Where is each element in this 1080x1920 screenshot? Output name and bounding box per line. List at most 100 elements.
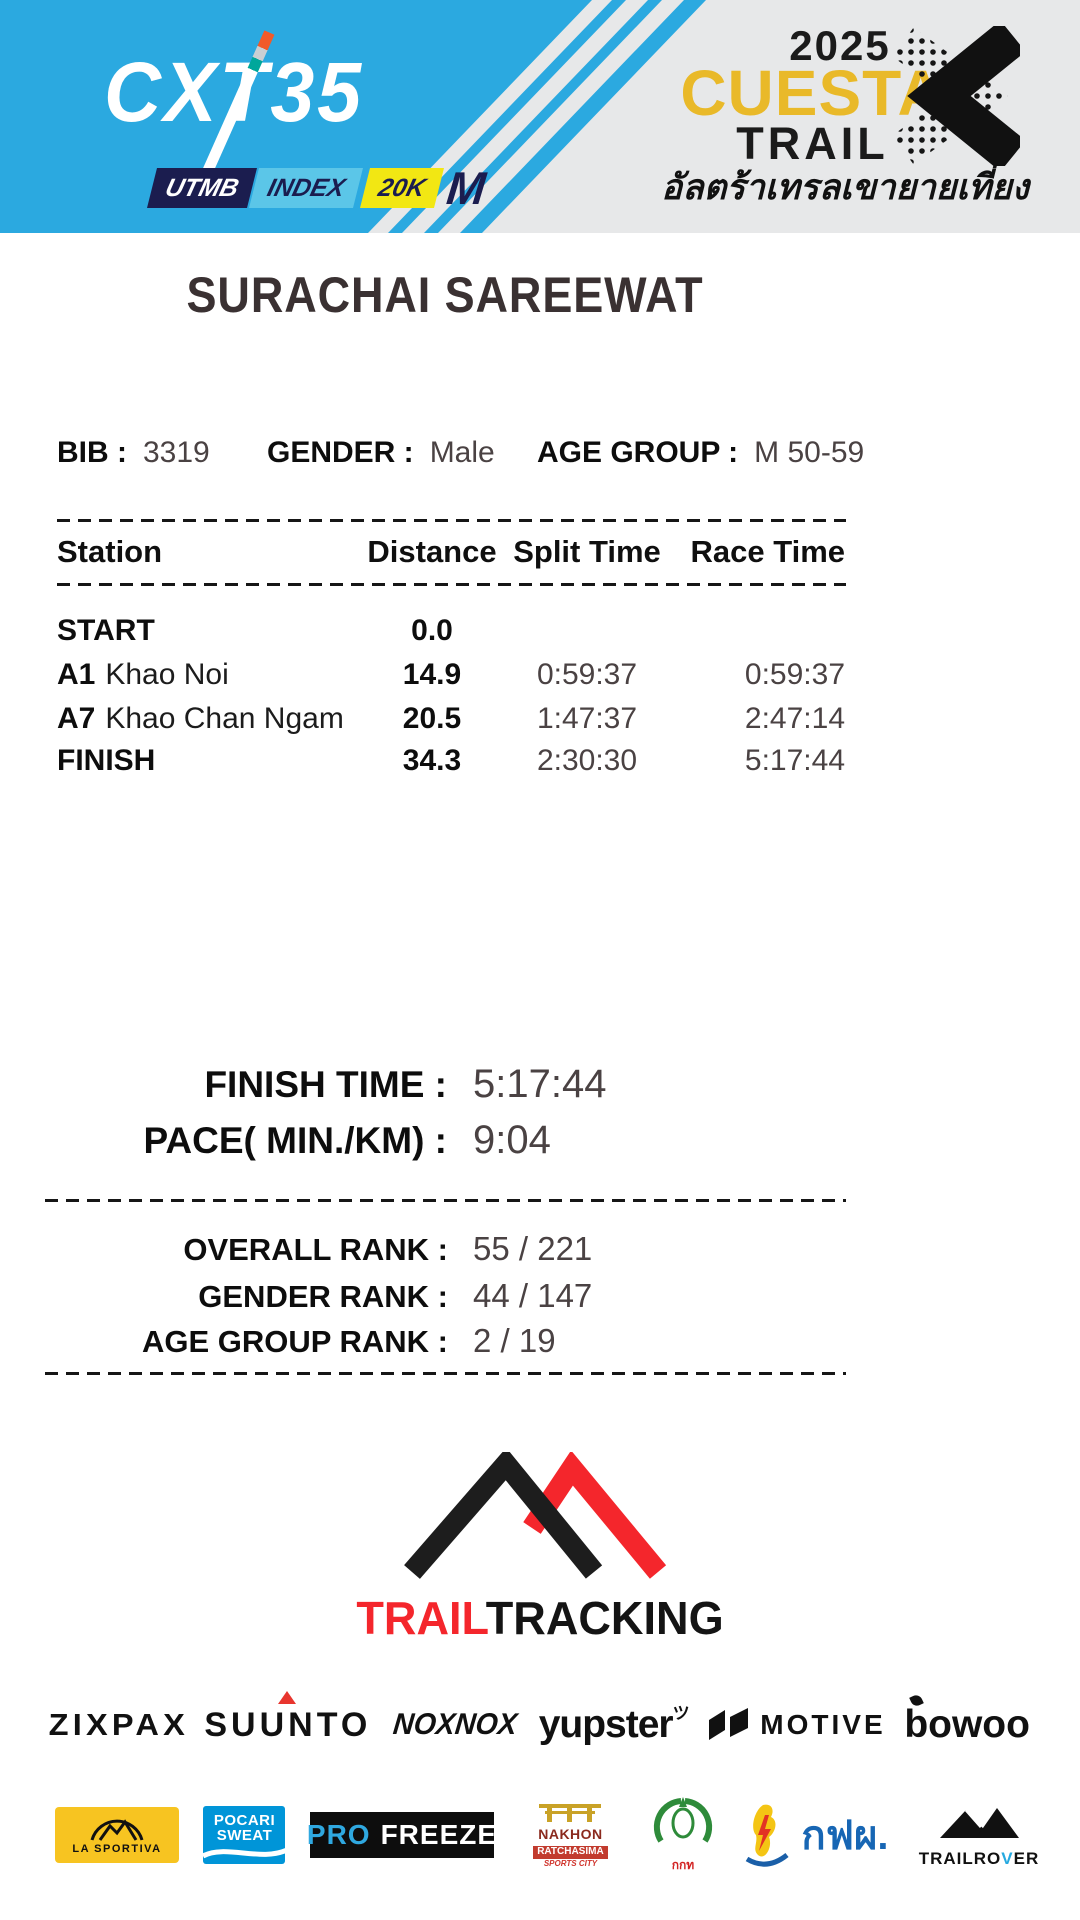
station-name: Khao Chan Ngam [105,702,344,735]
bib-label: BIB : [57,436,127,469]
distance-value: 0.0 [411,614,453,647]
la-sportiva-mountain-icon [90,1818,144,1841]
tracking-wordmark: TRACKING [485,1592,724,1644]
sponsor-yupster: yupsterツ [538,1703,690,1747]
column-race-time: Race Time [690,534,845,569]
event-name-thai: อัลตร้าเทรลเขายายเที่ยง [661,168,1029,207]
gender-rank-value: 44 / 147 [473,1277,593,1314]
gender-rank-row: GENDER RANK : 44 / 147 [45,1277,846,1315]
gender-field: GENDER : Male [267,436,495,470]
utmb-index-badge: UTMB INDEX 20K M [147,162,488,214]
cxt35-logo: CXT35 [104,44,364,141]
cuesta-x-icon [892,26,1020,166]
utmb-chip: UTMB [147,168,258,208]
table-row: A7 Khao Chan Ngam 20.5 1:47:37 2:47:14 [57,702,845,736]
event-year: 2025 [789,22,891,69]
overall-rank-value: 55 / 221 [473,1230,593,1267]
distance-value: 20.5 [402,702,462,735]
runner-name: SURACHAI SAREEWAT [186,267,704,323]
trailtracking-wordmark: TRAILTRACKING [11,1591,1069,1645]
event-name-cuesta: CUESTA [680,57,945,129]
motive-wordmark: MOTIVE [760,1709,886,1740]
overall-rank-row: OVERALL RANK : 55 / 221 [45,1230,846,1268]
finish-time-value: 5:17:44 [473,1062,607,1106]
station-code: FINISH [57,744,156,777]
pocari-line1: POCARI [213,1812,276,1829]
index-chip: INDEX [249,168,364,208]
pro-wordmark: PRO [306,1819,371,1850]
sat-thai-text: กกท [671,1858,695,1872]
sponsor-sat-emblem: กกท [647,1795,719,1875]
yupster-smiley-icon: ツ [672,1704,690,1723]
finish-time-label: FINISH TIME : [204,1064,447,1105]
yupster-wordmark: yupster [538,1703,674,1746]
gender-rank-label: GENDER RANK : [198,1279,448,1314]
pace-value: 9:04 [473,1118,551,1162]
sponsor-bowoo: bowoo [904,1693,1030,1747]
overall-rank-label: OVERALL RANK : [183,1232,448,1267]
trailrover-v-icon: V [1001,1848,1014,1868]
sponsor-trailrover: TRAILROVER [913,1802,1045,1869]
station-code: START [57,614,155,647]
freeze-wordmark: FREEZE [380,1819,498,1850]
egat-map-bolt-icon [746,1804,789,1867]
nakhon-line3: SPORTS CITY [543,1858,598,1868]
egat-thai-text: กฟผ. [801,1814,889,1858]
sponsor-egat: กฟผ. [743,1803,889,1867]
sponsor-la-sportiva: LA SPORTIVA [55,1807,179,1863]
la-sportiva-wordmark: LA SPORTIVA [72,1842,162,1855]
gender-label: GENDER : [267,436,414,469]
table-row: FINISH 34.3 2:30:30 5:17:44 [57,744,845,778]
dashed-divider [45,1372,846,1375]
trailrover-wordmark: TRAILROVER [918,1848,1040,1868]
race-time-value: 2:47:14 [744,702,845,735]
column-distance: Distance [367,534,497,569]
bowoo-wordmark: bowoo [904,1703,1030,1746]
event-header: CXT35 UTMB INDEX 20K M 2025 CUESTA TRAIL… [0,0,1080,233]
sponsor-noxnox: NOXNOX [391,1708,519,1741]
finish-time-row: FINISH TIME : 5:17:44 [57,1062,845,1107]
column-station: Station [57,534,163,569]
split-time-value: 2:30:30 [536,744,638,777]
dashed-divider [57,519,846,522]
nakhon-gate-icon [539,1803,602,1822]
trailrover-mountain-icon [940,1807,1019,1838]
distance-value: 34.3 [402,744,462,777]
column-split-time: Split Time [513,534,661,569]
age-group-value: M 50-59 [754,436,865,469]
sponsor-pocari-sweat: POCARI SWEAT [203,1806,286,1864]
dashed-divider [45,1199,846,1202]
race-time-value: 5:17:44 [744,744,845,777]
race-time-value: 0:59:37 [744,658,845,691]
age-group-rank-row: AGE GROUP RANK : 2 / 19 [45,1322,846,1360]
distance-value: 14.9 [402,658,462,691]
dashed-divider [57,583,846,586]
bib-value: 3319 [143,436,210,469]
table-row: START 0.0 [57,614,845,648]
age-group-label: AGE GROUP : [537,436,739,469]
pace-row: PACE( MIN./KM) : 9:04 [57,1118,845,1163]
age-group-rank-value: 2 / 19 [473,1322,556,1359]
suunto-wordmark: SUUNTO [204,1705,372,1744]
gender-value: Male [429,436,495,469]
suunto-triangle-icon [278,1690,297,1704]
split-time-value [507,614,667,648]
pace-label: PACE( MIN./KM) : [143,1120,448,1161]
split-time-value: 1:47:37 [536,702,638,735]
distance-chip: 20K [359,168,444,208]
sponsor-suunto: SUUNTO [204,1690,372,1745]
pocari-wave-icon [203,1848,286,1859]
station-code: A1 [57,658,96,691]
sponsor-row-2: LA SPORTIVA POCARI SWEAT PRO FREEZE NAKH… [55,1792,1045,1878]
pocari-line2: SWEAT [216,1827,273,1844]
nakhon-line1: NAKHON [538,1826,603,1843]
sponsor-nakhon-ratchasima: NAKHON RATCHASIMA SPORTS CITY [518,1802,622,1869]
table-row: A1 Khao Noi 14.9 0:59:37 0:59:37 [57,658,845,692]
sponsor-zixpax: ZIXPAX [48,1707,190,1742]
mountain-icon [404,1452,667,1579]
trail-wordmark: TRAIL [356,1592,486,1644]
station-code: A7 [57,702,96,735]
nakhon-line2: RATCHASIMA [533,1846,608,1859]
age-group-field: AGE GROUP : M 50-59 [537,436,864,470]
